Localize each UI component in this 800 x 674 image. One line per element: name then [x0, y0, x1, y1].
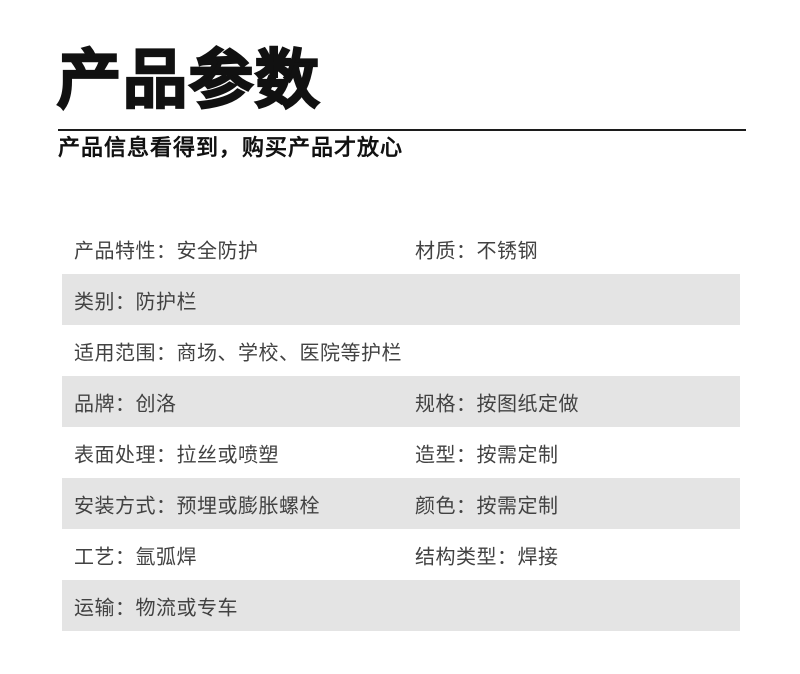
spec-row: 安装方式：预埋或膨胀螺栓 颜色：按需定制 [62, 478, 740, 529]
spec-row: 品牌：创洛 规格：按图纸定做 [62, 376, 740, 427]
title-divider [58, 129, 746, 131]
spec-cell-left: 工艺：氩弧焊 [74, 540, 197, 569]
spec-value: 按需定制 [476, 444, 559, 466]
spec-cell-right: 颜色：按需定制 [415, 489, 559, 518]
spec-cell-left: 表面处理：拉丝或喷塑 [74, 438, 279, 467]
spec-label: 安装方式： [74, 495, 177, 517]
spec-label: 品牌： [74, 393, 136, 415]
spec-value: 不锈钢 [476, 240, 538, 262]
spec-cell-right: 规格：按图纸定做 [415, 387, 579, 416]
spec-value: 创洛 [135, 393, 177, 415]
spec-value: 商场、学校、医院等护栏 [176, 342, 402, 364]
spec-cell-right: 造型：按需定制 [415, 438, 559, 467]
spec-label: 材质： [415, 240, 477, 262]
spec-cell-left: 安装方式：预埋或膨胀螺栓 [74, 489, 320, 518]
spec-row: 表面处理：拉丝或喷塑 造型：按需定制 [62, 427, 740, 478]
spec-cell-left: 产品特性：安全防护 [74, 234, 259, 263]
spec-value: 焊接 [517, 546, 559, 568]
spec-label: 产品特性： [74, 240, 177, 262]
spec-row: 工艺：氩弧焊 结构类型：焊接 [62, 529, 740, 580]
spec-label: 结构类型： [415, 546, 518, 568]
spec-value: 拉丝或喷塑 [176, 444, 279, 466]
spec-cell-right: 材质：不锈钢 [415, 234, 538, 263]
spec-label: 类别： [74, 291, 136, 313]
spec-value: 氩弧焊 [135, 546, 197, 568]
spec-row: 适用范围：商场、学校、医院等护栏 [62, 325, 740, 376]
spec-row: 运输：物流或专车 [62, 580, 740, 631]
spec-cell-left: 品牌：创洛 [74, 387, 177, 416]
spec-label: 规格： [415, 393, 477, 415]
spec-label: 运输： [74, 597, 136, 619]
spec-value: 安全防护 [176, 240, 259, 262]
spec-table: 产品特性：安全防护 材质：不锈钢 类别：防护栏 适用范围：商场、学校、医院等护栏 品牌：… [62, 223, 740, 631]
spec-cell-left: 适用范围：商场、学校、医院等护栏 [74, 336, 402, 365]
spec-cell-left: 运输：物流或专车 [74, 591, 238, 620]
spec-value: 预埋或膨胀螺栓 [176, 495, 320, 517]
spec-label: 工艺： [74, 546, 136, 568]
spec-value: 物流或专车 [135, 597, 238, 619]
spec-label: 造型： [415, 444, 477, 466]
spec-value: 防护栏 [135, 291, 197, 313]
spec-row: 类别：防护栏 [62, 274, 740, 325]
spec-value: 按图纸定做 [476, 393, 579, 415]
spec-row: 产品特性：安全防护 材质：不锈钢 [62, 223, 740, 274]
spec-label: 适用范围： [74, 342, 177, 364]
spec-value: 按需定制 [476, 495, 559, 517]
spec-cell-right: 结构类型：焊接 [415, 540, 559, 569]
spec-label: 表面处理： [74, 444, 177, 466]
page-subtitle: 产品信息看得到，购买产品才放心 [58, 135, 404, 160]
spec-label: 颜色： [415, 495, 477, 517]
spec-cell-left: 类别：防护栏 [74, 285, 197, 314]
page-title: 产品参数 [56, 43, 321, 117]
